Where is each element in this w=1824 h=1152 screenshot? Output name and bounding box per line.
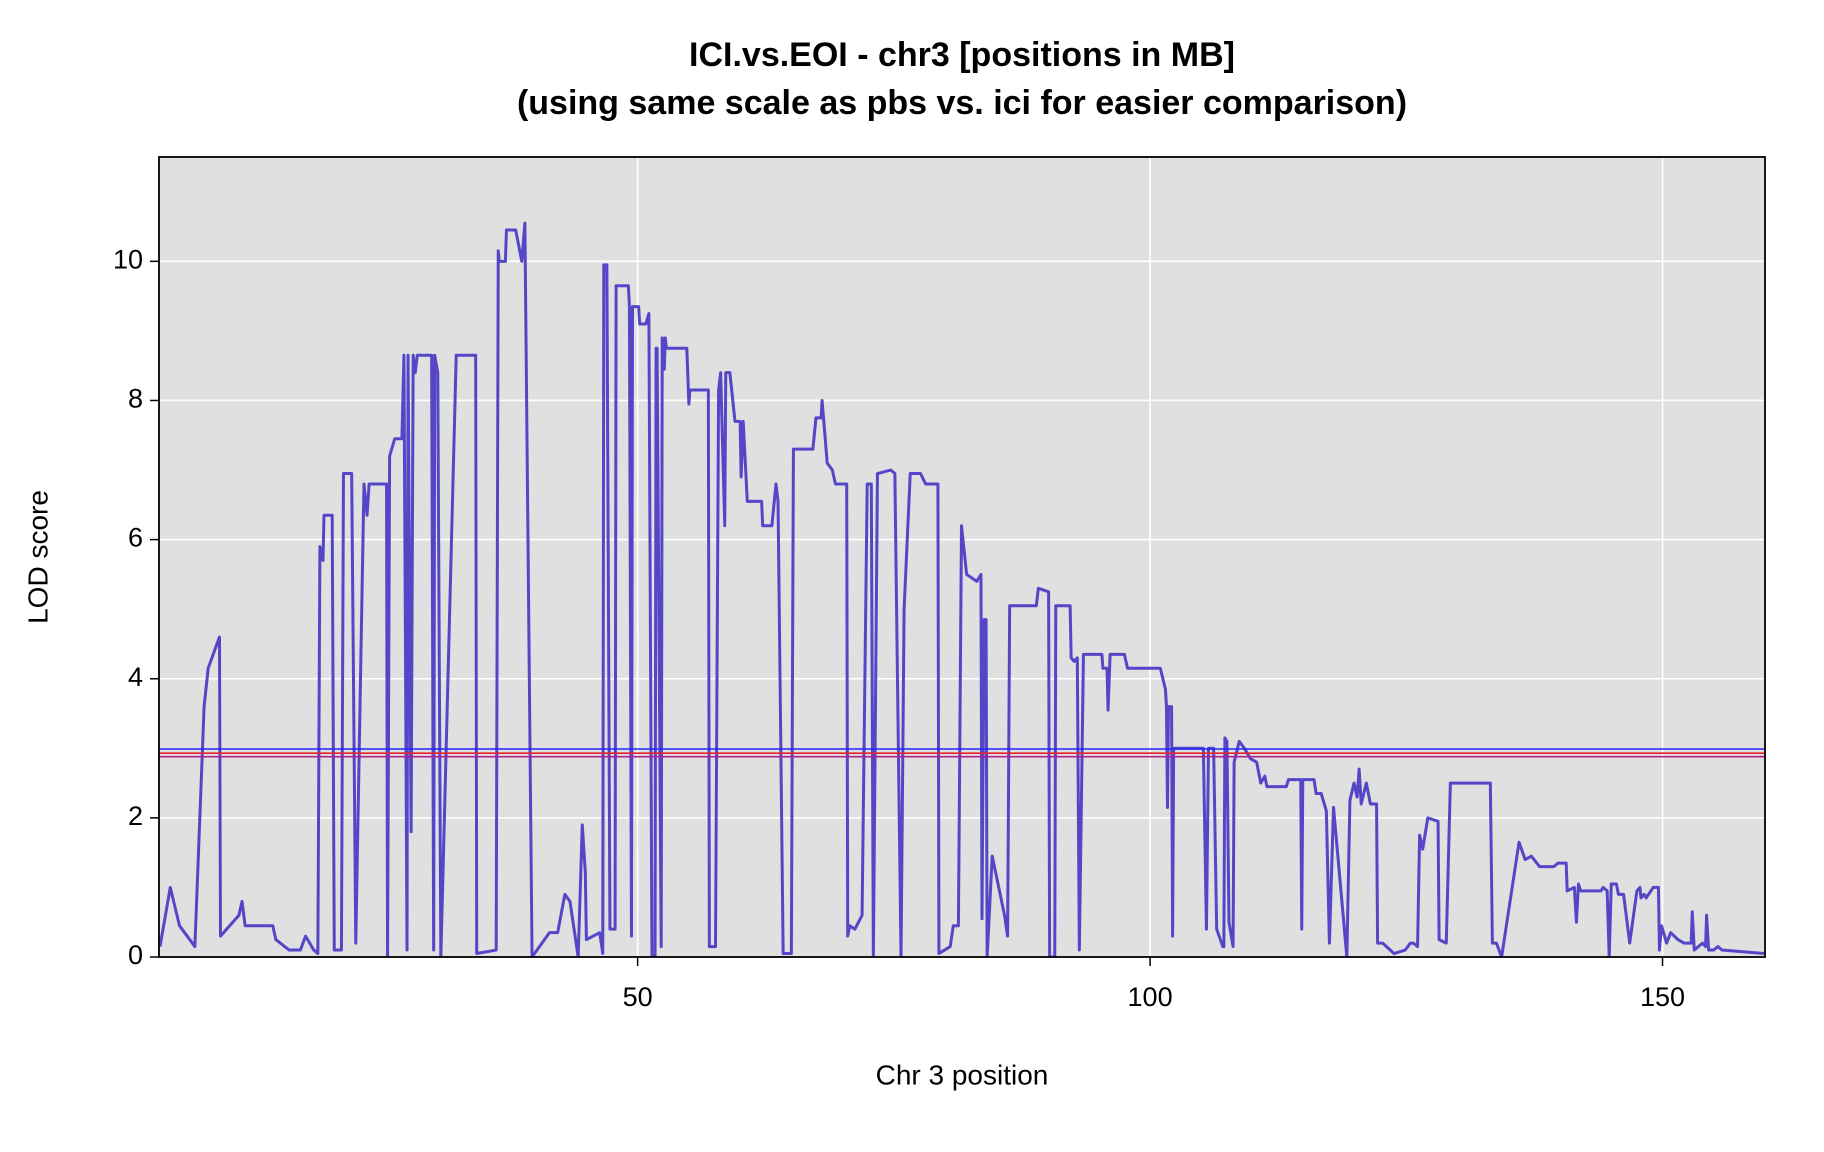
- y-tick-label: 6: [128, 523, 143, 553]
- y-tick-label: 8: [128, 384, 143, 414]
- y-tick-label: 2: [128, 801, 143, 831]
- chart-title: ICI.vs.EOI - chr3 [positions in MB]: [689, 36, 1235, 74]
- plot-frame: [158, 156, 1766, 958]
- y-tick-label: 10: [113, 244, 143, 274]
- y-axis-label: LOD score: [22, 490, 53, 624]
- x-tick-label: 150: [1640, 982, 1685, 1012]
- x-tick-label: 100: [1128, 982, 1173, 1012]
- y-tick-label: 0: [128, 940, 143, 970]
- y-tick-label: 4: [128, 662, 143, 692]
- x-tick-label: 50: [623, 982, 653, 1012]
- x-axis-label: Chr 3 position: [876, 1059, 1049, 1090]
- chart-subtitle: (using same scale as pbs vs. ici for eas…: [517, 84, 1407, 122]
- lod-line: [159, 221, 1765, 957]
